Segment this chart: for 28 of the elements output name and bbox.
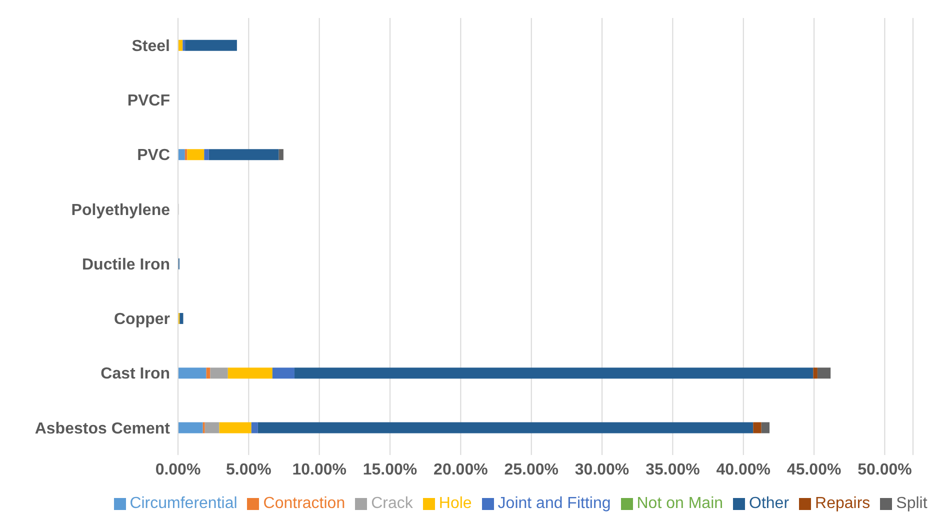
x-tick-label: 5.00% <box>226 461 272 478</box>
x-tick-label: 0.00% <box>155 461 201 478</box>
y-tick-label: Copper <box>114 311 170 328</box>
y-tick-label: Polyethylene <box>71 202 170 219</box>
x-tick-label: 40.00% <box>716 461 771 478</box>
y-tick-label: Steel <box>132 38 170 55</box>
legend-label: Split <box>896 495 928 512</box>
legend-label: Hole <box>438 495 472 512</box>
y-tick-label: PVCF <box>127 92 170 110</box>
legend-label: Contraction <box>263 495 346 512</box>
x-tick-label: 15.00% <box>362 461 418 478</box>
x-tick-label: 45.00% <box>786 461 842 478</box>
y-tick-label: Cast Iron <box>100 366 170 383</box>
legend-label: Circumferential <box>130 495 238 512</box>
y-tick-label: Ductile Iron <box>82 256 170 274</box>
legend-label: Not on Main <box>636 495 724 512</box>
legend-label: Joint and Fitting <box>498 495 611 512</box>
x-tick-label: 30.00% <box>574 461 630 478</box>
legend-label: Other <box>749 495 790 512</box>
y-tick-label: PVC <box>137 147 170 164</box>
y-tick-label: Asbestos Cement <box>34 420 171 438</box>
x-tick-label: 10.00% <box>292 461 346 478</box>
legend-label: Repairs <box>815 495 870 512</box>
x-tick-label: 50.00% <box>858 461 912 478</box>
legend-label: Crack <box>371 495 413 512</box>
x-tick-label: 35.00% <box>646 461 700 478</box>
x-tick-label: 20.00% <box>434 461 488 478</box>
x-tick-label: 25.00% <box>504 461 558 478</box>
